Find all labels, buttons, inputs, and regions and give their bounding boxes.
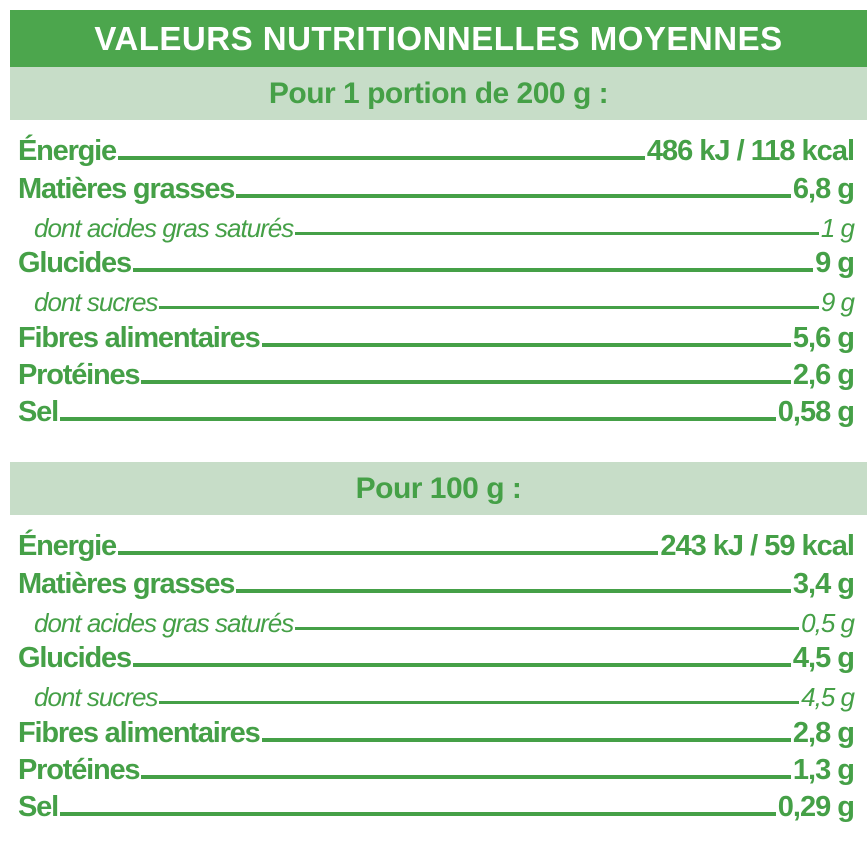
nutrient-row: dont acides gras saturés 1 g bbox=[18, 204, 855, 243]
nutrient-row: dont sucres 4,5 g bbox=[18, 673, 855, 713]
nutrient-row: Matières grasses 3,4 g bbox=[18, 561, 855, 600]
section-heading-100g: Pour 100 g : bbox=[10, 462, 867, 515]
table-title: VALEURS NUTRITIONNELLES MOYENNES bbox=[10, 10, 867, 67]
leader-line bbox=[236, 588, 791, 593]
nutrient-value: 486 kJ / 118 kcal bbox=[646, 135, 855, 168]
nutrient-value: 9 g bbox=[820, 287, 855, 318]
nutrient-value: 1 g bbox=[820, 212, 855, 243]
section-heading-portion: Pour 1 portion de 200 g : bbox=[10, 67, 867, 120]
nutrient-value: 3,4 g bbox=[792, 567, 855, 600]
nutrient-row: Fibres alimentaires 2,8 g bbox=[18, 710, 855, 749]
nutrient-value: 0,5 g bbox=[801, 607, 855, 638]
nutrient-value: 0,29 g bbox=[777, 791, 855, 824]
leader-line bbox=[132, 663, 791, 668]
nutrient-value: 4,5 g bbox=[792, 642, 855, 675]
nutrient-label: dont acides gras saturés bbox=[34, 607, 294, 638]
nutrient-label: Énergie bbox=[18, 530, 117, 563]
leader-line bbox=[261, 737, 791, 742]
nutrient-row: Glucides 4,5 g bbox=[18, 636, 855, 675]
nutrient-row: dont acides gras saturés 0,5 g bbox=[18, 599, 855, 638]
leader-line bbox=[141, 380, 791, 385]
leader-line bbox=[261, 342, 791, 347]
nutrient-row: Énergie 486 kJ / 118 kcal bbox=[18, 129, 855, 168]
leader-line bbox=[59, 417, 776, 422]
leader-line bbox=[141, 775, 791, 780]
nutrient-value: 6,8 g bbox=[792, 172, 855, 205]
nutrient-label: Protéines bbox=[18, 754, 141, 787]
nutrient-label: Fibres alimentaires bbox=[18, 321, 261, 354]
nutrient-row: Protéines 1,3 g bbox=[18, 748, 855, 787]
nutrient-label: Énergie bbox=[18, 135, 117, 168]
nutrient-label: Protéines bbox=[18, 359, 141, 392]
nutrient-label: Sel bbox=[18, 396, 59, 429]
nutrition-rows-portion: Énergie 486 kJ / 118 kcal Matières grasses… bbox=[18, 129, 855, 429]
leader-line bbox=[59, 812, 776, 817]
nutrient-row: Protéines 2,6 g bbox=[18, 353, 855, 392]
leader-line bbox=[117, 156, 645, 161]
nutrient-value: 2,6 g bbox=[792, 359, 855, 392]
nutrient-label: dont sucres bbox=[34, 287, 158, 318]
leader-line bbox=[132, 268, 814, 273]
nutrient-label: dont sucres bbox=[34, 682, 158, 713]
leader-line bbox=[236, 193, 791, 198]
nutrient-label: Matières grasses bbox=[18, 172, 235, 205]
nutrient-label: Glucides bbox=[18, 642, 132, 675]
nutrient-value: 9 g bbox=[815, 247, 855, 280]
nutrient-label: Glucides bbox=[18, 247, 132, 280]
nutrient-row: Matières grasses 6,8 g bbox=[18, 166, 855, 205]
nutrient-label: Fibres alimentaires bbox=[18, 716, 261, 749]
nutrient-value: 5,6 g bbox=[792, 321, 855, 354]
nutrient-row: Glucides 9 g bbox=[18, 241, 855, 280]
leader-line bbox=[295, 231, 819, 235]
nutrient-row: Énergie 243 kJ / 59 kcal bbox=[18, 524, 855, 563]
nutrient-label: Sel bbox=[18, 791, 59, 824]
nutrient-label: Matières grasses bbox=[18, 567, 235, 600]
nutrient-value: 4,5 g bbox=[801, 682, 855, 713]
leader-line bbox=[117, 551, 659, 556]
leader-line bbox=[159, 701, 800, 705]
nutrient-row: Sel 0,58 g bbox=[18, 390, 855, 429]
leader-line bbox=[295, 626, 800, 630]
nutrient-label: dont acides gras saturés bbox=[34, 212, 294, 243]
nutrient-row: Sel 0,29 g bbox=[18, 785, 855, 824]
nutrient-value: 1,3 g bbox=[792, 754, 855, 787]
nutrient-value: 243 kJ / 59 kcal bbox=[660, 530, 855, 563]
leader-line bbox=[159, 306, 819, 310]
nutrient-row: dont sucres 9 g bbox=[18, 278, 855, 318]
nutrient-value: 2,8 g bbox=[792, 716, 855, 749]
nutrition-rows-100g: Énergie 243 kJ / 59 kcal Matières grasses 3… bbox=[18, 524, 855, 824]
nutrient-value: 0,58 g bbox=[777, 396, 855, 429]
nutrient-row: Fibres alimentaires 5,6 g bbox=[18, 315, 855, 354]
